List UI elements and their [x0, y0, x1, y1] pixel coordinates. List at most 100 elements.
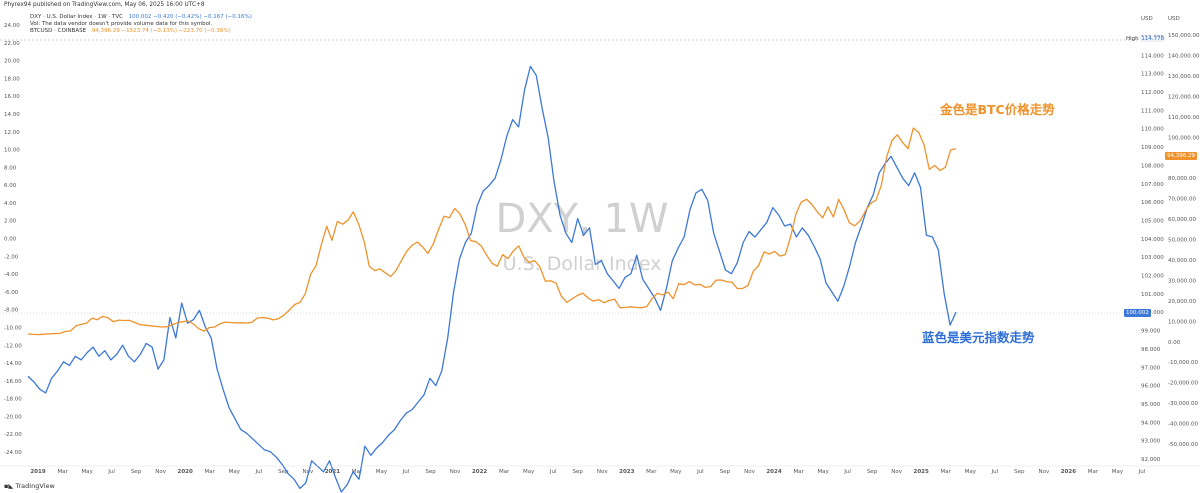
time-axis-tick: Mar [793, 469, 804, 475]
right-axis-dxy-tick: 107.000 [1141, 182, 1164, 188]
right-axis-dxy-tick: 114.000 [1141, 53, 1164, 59]
time-axis-tick: Jul [549, 469, 557, 475]
time-axis-tick: Nov [155, 469, 166, 475]
right-axis-dxy-tick: 111.000 [1141, 108, 1164, 114]
time-axis-tick: Nov [744, 469, 755, 475]
time-axis-tick: Sep [867, 469, 878, 475]
time-axis-tick: Jul [696, 469, 704, 475]
high-label-text: High [1126, 36, 1139, 42]
right-axis-dxy-tick: 100.000 [1141, 310, 1164, 316]
time-axis-tick: Jul [1138, 469, 1146, 475]
right-axis-dxy-tick: 103.000 [1141, 255, 1164, 261]
right-axis-dxy-tick: 98.000 [1141, 347, 1161, 353]
left-axis-tick: 4.00 [4, 201, 17, 207]
time-axis-tick: 2024 [766, 469, 781, 475]
right-axis-usd-tick: -30,000.00 [1168, 401, 1198, 407]
watermark-symbol: DXY, 1W [495, 196, 668, 242]
time-axis-tick: Nov [450, 469, 461, 475]
left-axis-tick: -10.00 [4, 325, 22, 331]
left-axis-tick: -16.00 [4, 379, 22, 385]
right-axis-usd-tick: -50,000.00 [1168, 442, 1198, 448]
right-axis-dxy-tick: 94.000 [1141, 420, 1161, 426]
time-axis-tick: May [229, 469, 241, 475]
left-axis-tick: -20.00 [4, 414, 22, 420]
time-axis-tick: Sep [425, 469, 436, 475]
right-axis-usd-tick: -40,000.00 [1168, 422, 1198, 428]
right-axis-dxy-tick: 112.000 [1141, 90, 1164, 96]
time-axis-tick: 2020 [178, 469, 193, 475]
time-axis-tick: May [1112, 469, 1124, 475]
time-axis-tick: May [965, 469, 977, 475]
time-axis-tick: Jul [843, 469, 851, 475]
time-axis-tick: May [376, 469, 388, 475]
time-axis-tick: 2026 [1061, 469, 1076, 475]
dxy-legend[interactable]: DXY · U.S. Dollar Index · 1W · TVC 100.0… [30, 14, 256, 20]
right-axis-dxy-tick: 101.000 [1141, 292, 1164, 298]
high-label-value: 114.778 [1140, 36, 1166, 42]
right-axis-usd-tick: 10,000.00 [1168, 319, 1196, 325]
series-layer [27, 65, 957, 493]
left-axis-tick: 20.00 [4, 59, 20, 65]
right-axis-usd-tick: 50,000.00 [1168, 238, 1196, 244]
right-axis-usd-tick: 80,000.00 [1168, 176, 1196, 182]
left-axis-tick: 14.00 [4, 112, 20, 118]
time-axis-tick: Sep [720, 469, 731, 475]
gold-annotation: 金色是BTC价格走势 [940, 102, 1055, 117]
time-axis-tick: Mar [1088, 469, 1099, 475]
dxy-series-line [27, 65, 957, 493]
dxy-legend-values: 100.002 −0.420 (−0.42%) −0.167 (−0.16%) [128, 14, 252, 20]
right-axis-usd-tick: -10,000.00 [1168, 360, 1198, 366]
time-axis-tick: Sep [131, 469, 142, 475]
right-axis-usd-tick: 20,000.00 [1168, 299, 1196, 305]
time-axis-labels: 2019 Mar May Jul Sep Nov 2020 Mar May Jul Sep Nov 20… [30, 469, 1145, 475]
right-axis-usd-tick: 100,000.00 [1168, 135, 1200, 141]
right-axis-usd-labels: USD 150,000.00 140,000.00 130,000.00 120,000… [1168, 16, 1200, 448]
time-axis-tick: May [523, 469, 535, 475]
time-axis-tick: 2022 [472, 469, 487, 475]
dxy-last-badge: 100.002 [1124, 309, 1151, 317]
watermark-name: U.S. Dollar Index [503, 253, 662, 275]
left-axis-tick: -14.00 [4, 361, 22, 367]
right-axis-usd-tick: 30,000.00 [1168, 278, 1196, 284]
time-axis-tick: Mar [941, 469, 952, 475]
right-axis-dxy-tick: 97.000 [1141, 365, 1161, 371]
left-axis-labels: 24.00 22.00 20.00 18.00 16.00 14.00 12.00 10.00… [4, 23, 22, 456]
time-axis-tick: Mar [646, 469, 657, 475]
left-axis-tick: -18.00 [4, 397, 22, 403]
right-axis-usd-tick: 0.00 [1168, 340, 1181, 346]
time-axis-tick: 2023 [619, 469, 634, 475]
left-axis-tick: -8.00 [4, 308, 19, 314]
tradingview-footer[interactable]: ▪◣ TradingView [4, 482, 55, 490]
left-axis-tick: 24.00 [4, 23, 20, 29]
btc-legend-name: BTCUSD · COINBASE [30, 28, 87, 34]
time-axis-tick: Mar [57, 469, 68, 475]
publisher-line: Phyrex94 published on TradingView.com, M… [4, 2, 205, 8]
time-axis-tick: Sep [278, 469, 289, 475]
btc-legend[interactable]: BTCUSD · COINBASE 94,396.29 −1523.74 (−0… [30, 28, 235, 34]
tradingview-brand: TradingView [15, 482, 55, 490]
right-axis-usd-tick: 120,000.00 [1168, 94, 1200, 100]
right-axis-usd-tick: 40,000.00 [1168, 258, 1196, 264]
time-axis-tick: May [817, 469, 829, 475]
time-axis-tick: May [81, 469, 93, 475]
blue-annotation: 蓝色是美元指数走势 [922, 330, 1035, 345]
left-axis-tick: 0.00 [4, 237, 17, 243]
right-axis-dxy-tick: 113.000 [1141, 72, 1164, 78]
time-axis-tick: 2019 [30, 469, 45, 475]
right-axis-usd-tick: 150,000.00 [1168, 33, 1200, 39]
time-axis-tick: Jul [107, 469, 115, 475]
time-axis-tick: Nov [597, 469, 608, 475]
right-axis-dxy-tick: 99.000 [1141, 329, 1161, 335]
time-axis-tick: Jul [990, 469, 998, 475]
right-axis-usd-tick: 110,000.00 [1168, 115, 1200, 121]
time-axis-tick: Mar [499, 469, 510, 475]
right-axis-dxy-tick: 106.000 [1141, 200, 1164, 206]
right-axis-dxy-tick: 96.000 [1141, 384, 1161, 390]
btc-legend-values: 94,396.29 −1523.74 (−0.13%) −223.70 (−0.… [91, 28, 231, 34]
volume-note: Vol: The data vendor doesn't provide vol… [30, 21, 213, 27]
right-axis-dxy-tick: 108.000 [1141, 163, 1164, 169]
right-axis-dxy-tick: 110.000 [1141, 127, 1164, 133]
time-axis-tick: Mar [352, 469, 363, 475]
time-axis-tick: Nov [891, 469, 902, 475]
